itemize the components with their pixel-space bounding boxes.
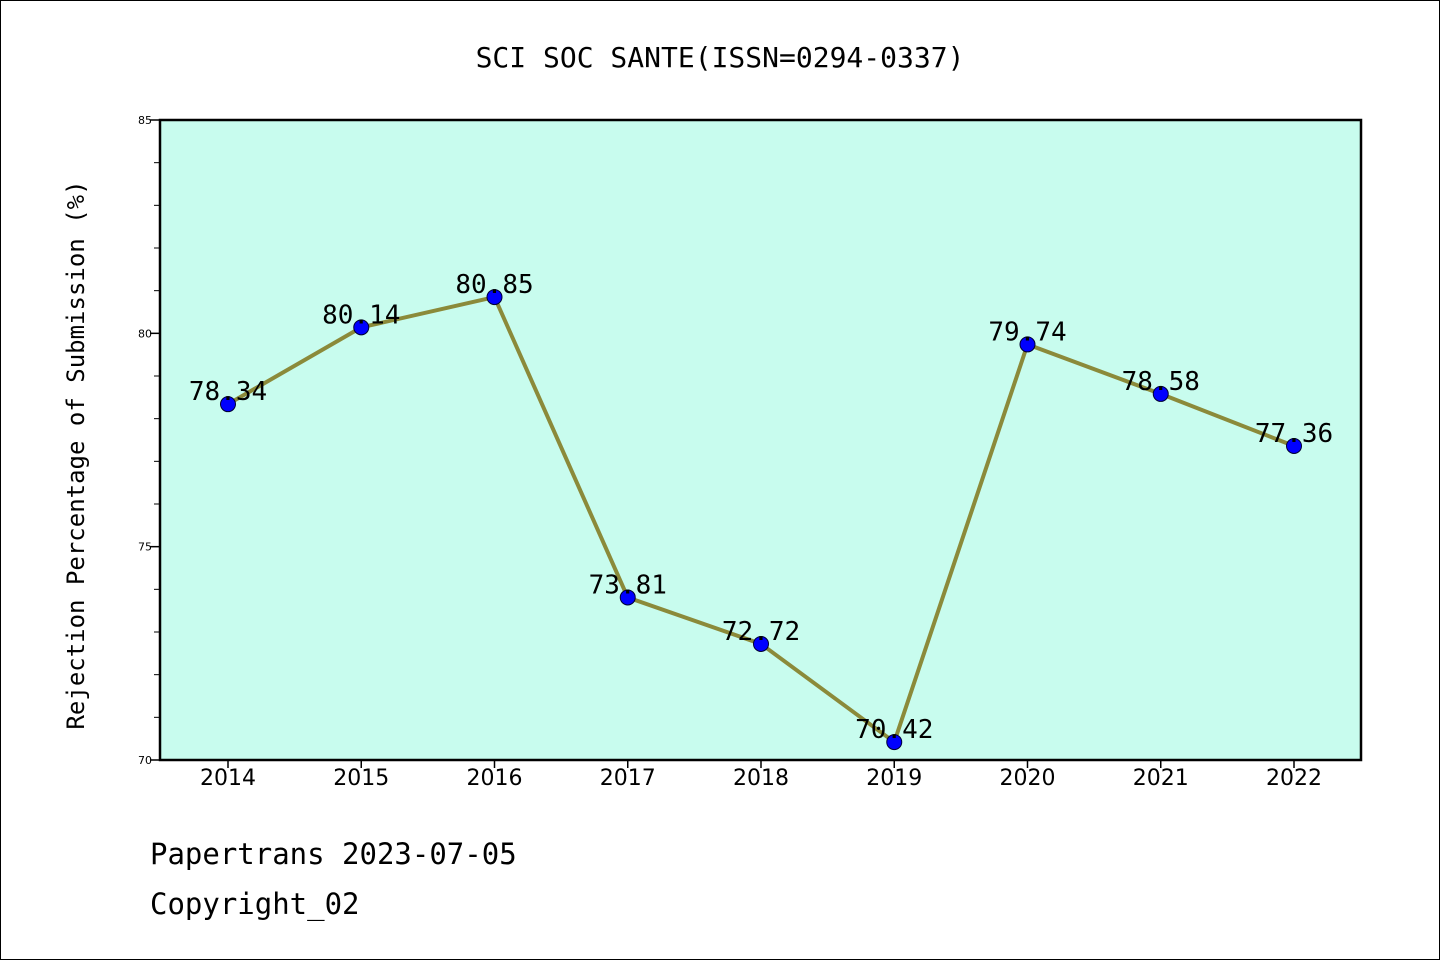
data-labels: 78.34 80.14 80.85 73.81 72.72 70.42 79.74 78.58…: [189, 270, 1333, 745]
data-point: [753, 635, 769, 652]
x-tick-label: 2014: [200, 766, 256, 791]
x-axis: 2014 2015 2016 2017 2018 2019 2020 2021 2022: [200, 760, 1322, 791]
y-tick-label: 75: [138, 541, 152, 554]
footer-date: Papertrans 2023-07-05: [150, 837, 517, 871]
data-label: 72.72: [722, 617, 800, 647]
data-label: 79.74: [988, 317, 1066, 347]
y-tick-label: 85: [138, 114, 152, 127]
plot-border: [158, 118, 1363, 762]
x-tick-label: 2021: [1133, 766, 1189, 791]
data-point: [1019, 336, 1036, 353]
x-tick-label: 2020: [1000, 766, 1056, 791]
y-axis-label: Rejection Percentage of Submission (%): [62, 180, 90, 729]
data-point: [1152, 385, 1169, 402]
data-point: [220, 396, 236, 413]
data-label: 73.81: [589, 570, 667, 600]
x-tick-label: 2017: [600, 766, 656, 791]
data-label: 80.14: [322, 300, 400, 330]
data-point: [886, 734, 903, 751]
x-tick-label: 2018: [733, 766, 789, 791]
y-tick-label: 80: [138, 327, 152, 340]
y-axis: 70 75 80 85: [138, 114, 160, 767]
data-point: [486, 289, 503, 306]
x-tick-label: 2016: [467, 766, 523, 791]
data-point: [619, 589, 636, 606]
y-tick-label: 70: [138, 754, 152, 767]
data-point: [1286, 437, 1302, 454]
data-label: 78.34: [189, 377, 267, 407]
x-tick-label: 2015: [333, 766, 389, 791]
chart-title: SCI SOC SANTE(ISSN=0294-0337): [476, 41, 965, 74]
plot-area: [160, 120, 1361, 760]
data-markers: [220, 289, 1302, 751]
x-tick-label: 2022: [1266, 766, 1322, 791]
data-label: 80.85: [455, 270, 533, 300]
footer-copyright: Copyright_02: [150, 887, 360, 922]
data-label: 77.36: [1255, 419, 1333, 449]
data-label: 70.42: [855, 715, 933, 745]
x-tick-label: 2019: [866, 766, 922, 791]
data-label: 78.58: [1122, 367, 1200, 397]
data-point: [353, 319, 370, 336]
